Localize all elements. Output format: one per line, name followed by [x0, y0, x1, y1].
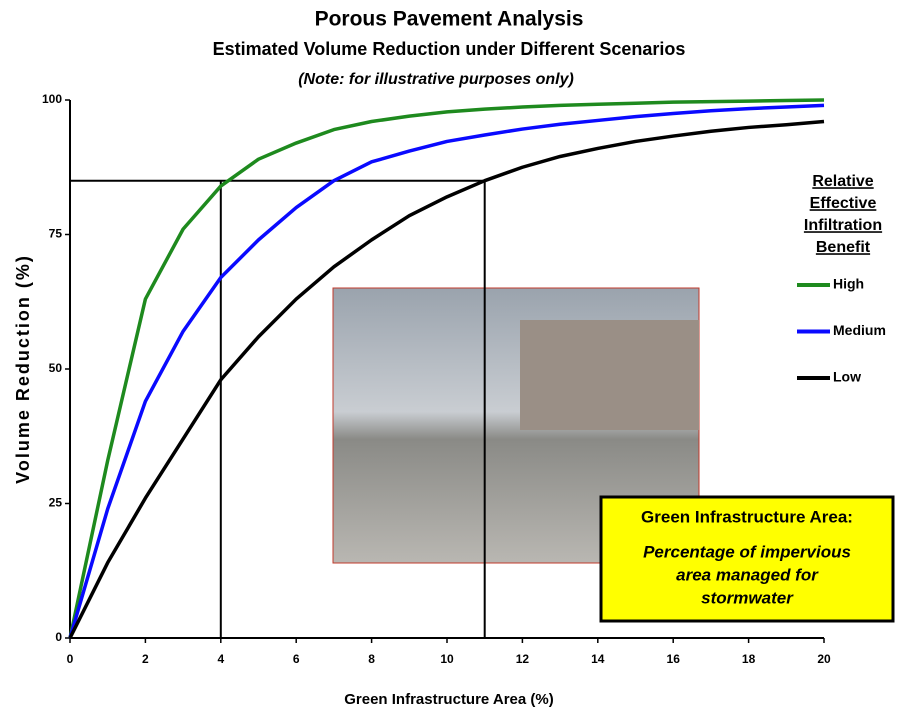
- callout-text: area managed for: [676, 565, 819, 584]
- y-tick-label: 50: [49, 361, 63, 375]
- chart-subtitle: Estimated Volume Reduction under Differe…: [213, 39, 686, 59]
- chart-note: (Note: for illustrative purposes only): [298, 71, 574, 88]
- y-tick-label: 25: [49, 496, 63, 510]
- callout-title: Green Infrastructure Area:: [641, 507, 853, 526]
- data-line: [68, 98, 825, 639]
- x-tick-label: 0: [67, 652, 74, 666]
- x-tick-label: 6: [293, 652, 300, 666]
- photo-building: [520, 320, 699, 430]
- x-tick-label: 18: [742, 652, 756, 666]
- y-tick-label: 100: [42, 92, 62, 106]
- x-tick-label: 2: [142, 652, 149, 666]
- legend-title: Relative: [812, 173, 873, 190]
- callout-text: Percentage of impervious: [643, 542, 851, 561]
- x-tick-label: 14: [591, 652, 605, 666]
- x-tick-label: 8: [368, 652, 375, 666]
- legend-label: High: [833, 276, 864, 292]
- callout-text: stormwater: [701, 588, 794, 607]
- data-line: [68, 119, 825, 639]
- callout-box: [599, 495, 895, 623]
- y-axis-label: Volume Reduction (%): [13, 254, 33, 484]
- x-axis-label: Green Infrastructure Area (%): [344, 691, 554, 708]
- x-tick-label: 16: [667, 652, 681, 666]
- legend-title: Infiltration: [804, 217, 882, 234]
- legend-title: Benefit: [816, 239, 871, 256]
- x-tick-label: 20: [817, 652, 831, 666]
- legend-label: Low: [833, 369, 861, 385]
- chart-title: Porous Pavement Analysis: [315, 8, 584, 31]
- x-tick-label: 10: [440, 652, 454, 666]
- y-tick-label: 75: [49, 227, 63, 241]
- legend-title: Effective: [810, 195, 877, 212]
- data-line: [68, 103, 825, 639]
- y-tick-label: 0: [55, 630, 62, 644]
- x-tick-label: 12: [516, 652, 530, 666]
- x-tick-label: 4: [217, 652, 224, 666]
- legend-label: Medium: [833, 322, 886, 338]
